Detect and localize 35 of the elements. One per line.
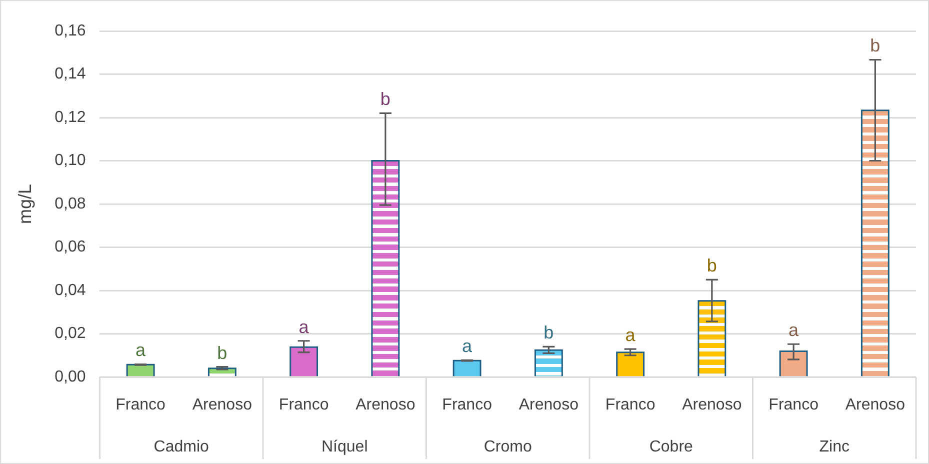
y-tick-label: 0,08	[54, 195, 86, 212]
data-label: a	[788, 320, 800, 340]
data-label: b	[706, 256, 717, 276]
text: Zinc	[819, 438, 850, 456]
y-tick-label: 0,00	[54, 368, 86, 386]
x-tick-label: Arenoso	[356, 396, 416, 414]
x-tick-label: Arenoso	[682, 396, 742, 414]
text: Cadmio	[154, 438, 210, 456]
x-tick-label: Franco	[605, 396, 656, 414]
y-tick-label: 0,04	[54, 282, 86, 299]
data-label: b	[217, 342, 228, 363]
x-tick-label: Franco	[768, 396, 819, 414]
x-tick-label: Arenoso	[192, 396, 252, 414]
text: Cromo	[484, 438, 532, 456]
data-label: b	[870, 36, 880, 56]
y-tick-label: 0,16	[54, 22, 86, 40]
data-label: a	[462, 336, 474, 356]
data-label: a	[625, 325, 636, 346]
data-label: b	[544, 322, 554, 343]
x-tick-label: Franco	[442, 396, 492, 414]
y-tick-label: 0,06	[54, 238, 86, 256]
text: Níquel	[321, 438, 368, 456]
data-label: b	[380, 89, 390, 110]
data-label: a	[298, 316, 310, 337]
data-label: a	[136, 340, 147, 360]
x-tick-label: Arenoso	[845, 396, 906, 414]
y-tick-label: 0,10	[54, 152, 86, 170]
text: Cobre	[649, 438, 694, 456]
y-tick-label: 0,14	[54, 66, 86, 83]
x-tick-label: Arenoso	[518, 396, 579, 414]
y-tick-label: 0,02	[54, 325, 86, 342]
y-tick-label: 0,12	[54, 108, 86, 126]
y-axis-title: mg/L	[14, 184, 35, 224]
x-tick-label: Franco	[116, 396, 166, 414]
x-tick-label: Franco	[278, 396, 329, 414]
